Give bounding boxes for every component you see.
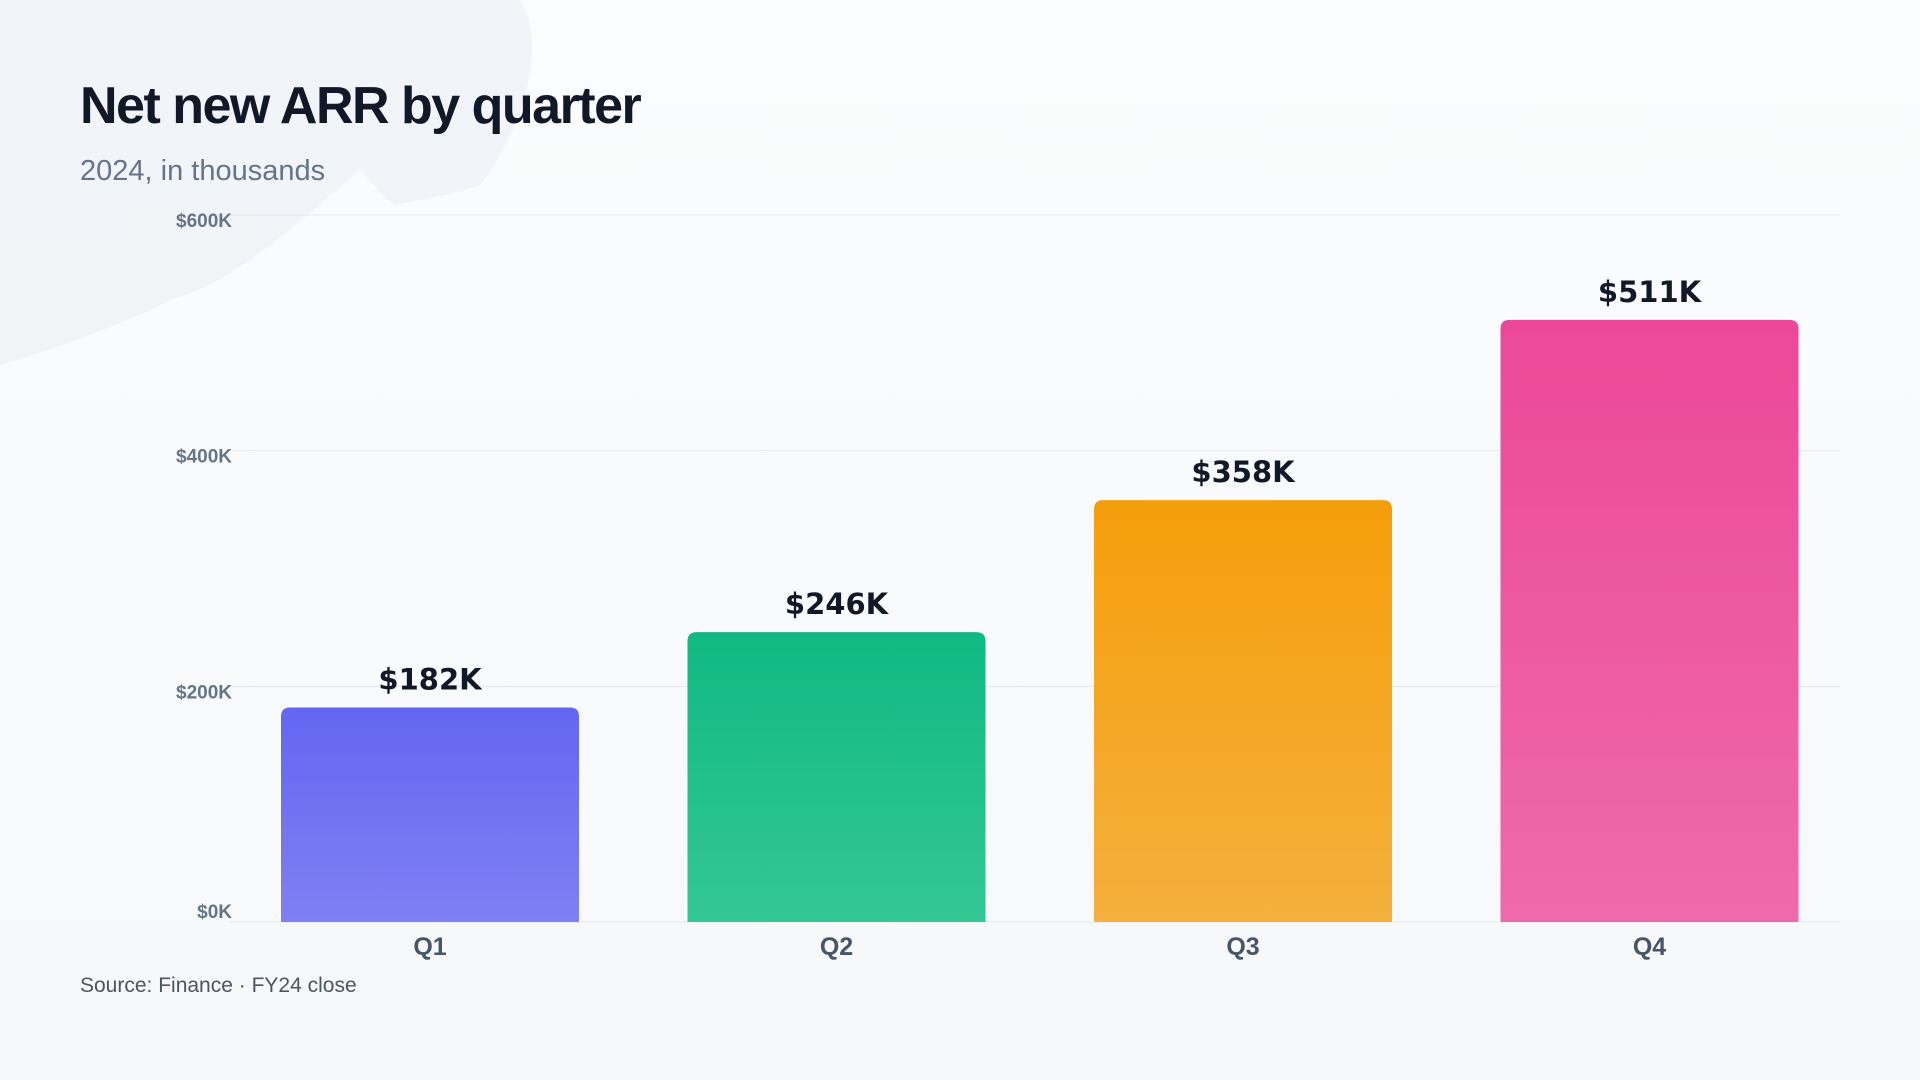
x-category-label-q2: Q2 bbox=[820, 933, 853, 961]
data-label-q4: $511K bbox=[1598, 275, 1703, 309]
x-category-label-q4: Q4 bbox=[1633, 933, 1666, 961]
bar-q2 bbox=[687, 632, 986, 922]
data-label-q1: $182K bbox=[378, 663, 483, 697]
y-tick-label: $0K bbox=[197, 902, 232, 923]
y-tick-label: $400K bbox=[176, 447, 232, 468]
data-labels: $182K $246K $358K $511K bbox=[378, 275, 1702, 697]
bars bbox=[281, 319, 1799, 922]
x-category-label-q1: Q1 bbox=[413, 933, 446, 961]
data-label-q3: $358K bbox=[1191, 455, 1296, 489]
y-tick-label: $200K bbox=[176, 682, 232, 703]
chart-subtitle: 2024, in thousands bbox=[80, 155, 326, 187]
bar-q4 bbox=[1500, 319, 1799, 922]
y-tick-label: $600K bbox=[176, 211, 232, 232]
data-label-q2: $246K bbox=[785, 587, 890, 621]
bar-q3 bbox=[1094, 500, 1392, 922]
source-note: Source: Finance · FY24 close bbox=[80, 974, 357, 997]
y-axis-tick-labels: $0K $200K $400K $600K bbox=[176, 211, 232, 923]
bar-q1 bbox=[281, 707, 579, 922]
x-axis-category-labels: Q1 Q2 Q3 Q4 bbox=[413, 933, 1666, 961]
x-category-label-q3: Q3 bbox=[1226, 933, 1259, 961]
chart-title: Net new ARR by quarter bbox=[80, 77, 642, 135]
